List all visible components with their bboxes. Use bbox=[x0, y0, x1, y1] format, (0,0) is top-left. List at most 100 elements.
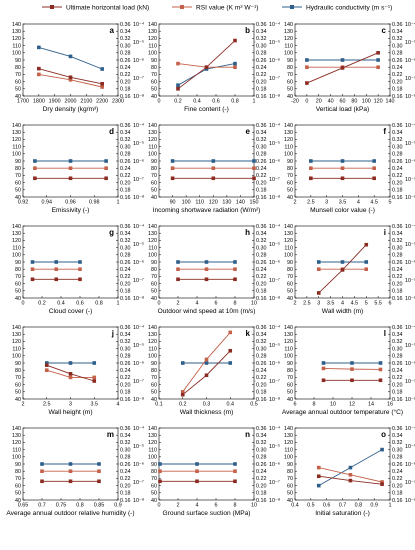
rsi-tick-label: 0.34 bbox=[120, 29, 131, 35]
panel-label: m bbox=[107, 430, 114, 439]
left-tick-label: 130 bbox=[284, 29, 293, 35]
load-point bbox=[204, 277, 209, 282]
load-point bbox=[97, 479, 101, 484]
hyd-tick-label: 10⁻⁶ bbox=[133, 58, 144, 64]
load-point bbox=[44, 363, 49, 367]
left-tick-label: 90 bbox=[287, 159, 293, 165]
hyd-tick-label: 10⁻⁶ bbox=[269, 361, 280, 367]
left-tick-label: 90 bbox=[287, 462, 293, 468]
left-tick-label: 120 bbox=[148, 36, 157, 42]
left-tick-label: 70 bbox=[15, 375, 21, 381]
hyd-point bbox=[44, 361, 49, 365]
hyd-point bbox=[68, 361, 73, 365]
x-tick-label: 3 bbox=[69, 402, 72, 408]
rsi-tick-label: 0.16 bbox=[392, 397, 403, 403]
load-point bbox=[195, 479, 199, 484]
rsi-tick-label: 0.20 bbox=[120, 180, 131, 186]
hyd-point bbox=[321, 361, 326, 365]
left-tick-label: 100 bbox=[148, 455, 157, 461]
rsi-tick-label: 0.20 bbox=[392, 382, 403, 388]
x-tick-label: 8 bbox=[234, 503, 237, 509]
left-tick-label: 40 bbox=[287, 296, 293, 302]
left-tick-label: 110 bbox=[148, 346, 157, 352]
x-tick-label: 0.6 bbox=[212, 99, 220, 105]
x-tick-label: 2.5 bbox=[307, 200, 315, 206]
left-tick-label: 90 bbox=[287, 58, 293, 64]
x-tick-label: 4 bbox=[341, 301, 344, 307]
x-tick-label: 0.9 bbox=[114, 503, 122, 509]
rsi-tick-label: 0.24 bbox=[392, 65, 403, 71]
rsi-tick-label: 0.34 bbox=[256, 130, 267, 136]
rsi-tick-label: 0.18 bbox=[256, 87, 267, 93]
x-tick-label: 120 bbox=[209, 200, 218, 206]
left-tick-label: 120 bbox=[284, 440, 293, 446]
rsi-tick-label: 0.24 bbox=[120, 368, 131, 374]
rsi-tick-label: 0.26 bbox=[256, 260, 267, 266]
hyd-point bbox=[364, 260, 369, 264]
rsi-tick-label: 0.24 bbox=[256, 65, 267, 71]
load-point bbox=[68, 372, 73, 376]
rsi-tick-label: 0.22 bbox=[120, 476, 131, 482]
rsi-tick-label: 0.26 bbox=[120, 58, 131, 64]
load-point bbox=[228, 348, 233, 353]
hyd-tick-label: 10⁻⁸ bbox=[269, 296, 280, 302]
hyd-point bbox=[100, 67, 104, 71]
left-tick-label: 140 bbox=[148, 22, 157, 28]
rsi-tick-label: 0.20 bbox=[256, 382, 267, 388]
x-tick-label: 8 bbox=[313, 402, 316, 408]
left-tick-label: 40 bbox=[15, 195, 21, 201]
left-tick-label: 90 bbox=[151, 361, 157, 367]
hyd-tick-label: 10⁻⁷ bbox=[133, 480, 144, 486]
hyd-tick-label: 10⁻⁸ bbox=[269, 498, 280, 504]
left-tick-label: 100 bbox=[148, 152, 157, 158]
x-tick-label: 14 bbox=[368, 402, 374, 408]
left-tick-label: 90 bbox=[15, 462, 21, 468]
left-tick-label: 110 bbox=[12, 144, 21, 150]
rsi-tick-label: 0.16 bbox=[392, 296, 403, 302]
left-tick-label: 100 bbox=[284, 152, 293, 158]
hyd-point bbox=[78, 260, 82, 264]
rsi-tick-label: 0.30 bbox=[120, 43, 131, 49]
hyd-point bbox=[30, 260, 35, 264]
rsi-tick-label: 0.24 bbox=[120, 469, 131, 475]
rsi-tick-label: 0.26 bbox=[256, 58, 267, 64]
rsi-tick-label: 0.32 bbox=[256, 440, 267, 446]
rsi-tick-label: 0.26 bbox=[120, 361, 131, 367]
legend-load-marker bbox=[50, 5, 54, 9]
panel-label: f bbox=[383, 127, 386, 136]
x-tick-label: 3.5 bbox=[91, 402, 99, 408]
left-tick-label: 70 bbox=[151, 274, 157, 280]
left-tick-label: 110 bbox=[12, 43, 21, 49]
rsi-tick-label: 0.30 bbox=[392, 346, 403, 352]
hyd-point bbox=[380, 447, 384, 452]
panel-l: 4050607080901001101201301400.160.180.200… bbox=[282, 325, 415, 416]
hyd-tick-label: 10⁻⁵ bbox=[269, 444, 280, 450]
hyd-point bbox=[204, 260, 209, 264]
rsi-point bbox=[78, 267, 82, 271]
rsi-tick-label: 0.34 bbox=[392, 231, 403, 237]
rsi-point bbox=[348, 473, 353, 477]
load-point bbox=[350, 378, 354, 383]
x-tick-label: 40 bbox=[328, 99, 334, 105]
left-tick-label: 110 bbox=[284, 43, 293, 49]
rsi-point bbox=[100, 85, 104, 89]
left-tick-label: 100 bbox=[12, 51, 21, 57]
left-tick-label: 130 bbox=[12, 332, 21, 338]
left-tick-label: 90 bbox=[15, 260, 21, 266]
rsi-tick-label: 0.34 bbox=[120, 130, 131, 136]
load-point bbox=[100, 81, 104, 86]
load-point bbox=[37, 66, 41, 71]
rsi-point bbox=[252, 166, 256, 170]
hyd-tick-label: 10⁻⁷ bbox=[133, 177, 144, 183]
load-point bbox=[252, 176, 256, 181]
hyd-point bbox=[68, 462, 73, 466]
rsi-tick-label: 0.36 bbox=[392, 325, 403, 331]
load-point bbox=[204, 65, 209, 69]
x-tick-label: -20 bbox=[291, 99, 299, 105]
load-point bbox=[176, 87, 180, 91]
hyd-tick-label: 10⁻⁵ bbox=[133, 242, 144, 248]
rsi-tick-label: 0.20 bbox=[392, 281, 403, 287]
x-tick-label: 110 bbox=[195, 200, 204, 206]
x-axis-label: Average annual outdoor temperature (°C) bbox=[282, 408, 403, 416]
rsi-point bbox=[233, 469, 237, 473]
